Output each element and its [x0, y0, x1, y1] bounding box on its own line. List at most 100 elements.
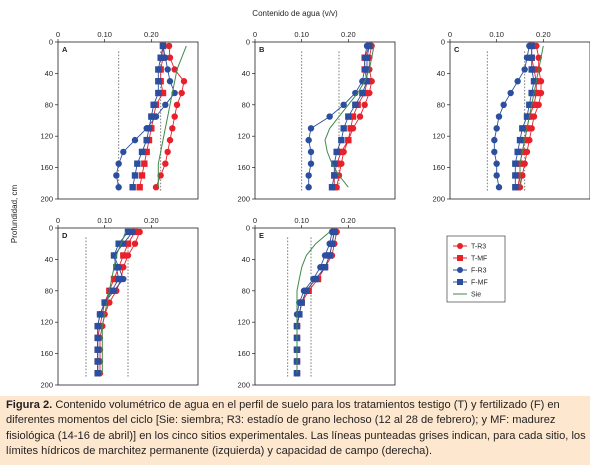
panel-letter: C	[454, 45, 460, 54]
legend-marker	[457, 243, 463, 249]
data-point	[528, 66, 535, 73]
plot-frame	[57, 41, 199, 200]
data-point	[519, 125, 526, 132]
y-tick-label: 160	[237, 163, 250, 172]
data-point	[328, 240, 336, 247]
data-point	[305, 136, 312, 144]
data-point	[115, 275, 122, 283]
series-sie	[324, 45, 375, 188]
data-point	[155, 78, 162, 85]
data-point	[173, 101, 181, 109]
series-t-mf	[331, 42, 373, 191]
data-point	[526, 101, 533, 108]
data-point	[96, 311, 104, 318]
data-point	[101, 299, 108, 306]
series-sie	[296, 231, 331, 374]
data-point	[307, 125, 315, 132]
data-point	[356, 113, 364, 120]
legend-item-t-mf: T-MF	[453, 255, 487, 263]
data-point	[152, 184, 160, 191]
legend: T-R3 T-MF F-R3 F-MF Sie	[446, 235, 506, 303]
data-point	[500, 101, 507, 109]
legend-marker	[457, 279, 463, 285]
legend-box	[446, 235, 506, 303]
data-point	[305, 172, 312, 179]
y-tick-label: 40	[45, 255, 53, 264]
y-tick-label: 80	[45, 100, 53, 109]
data-point	[345, 113, 352, 120]
legend-label: T-R3	[471, 244, 486, 251]
y-tick-label: 0	[246, 224, 250, 233]
panel-b: 0 0.10 0.20 0 40 80 120 160 200 B	[237, 30, 396, 204]
series-f-mf	[512, 42, 538, 191]
panel-letter: B	[259, 45, 265, 54]
data-point	[363, 78, 371, 85]
data-point	[512, 172, 519, 179]
data-point	[333, 148, 340, 156]
y-tick-label: 0	[441, 38, 445, 47]
data-point	[131, 240, 139, 247]
data-point	[326, 113, 333, 120]
data-point	[338, 148, 345, 156]
x-tick-label: 0.10	[489, 30, 504, 39]
data-point	[162, 101, 169, 109]
series-t-r3	[152, 42, 188, 191]
data-point	[312, 275, 319, 283]
y-tick-label: 160	[40, 349, 53, 358]
data-point	[528, 89, 535, 97]
data-point	[110, 275, 118, 283]
data-point	[528, 54, 535, 61]
data-point	[528, 42, 535, 50]
data-point	[305, 184, 312, 191]
data-point	[157, 54, 164, 61]
data-point	[166, 54, 174, 61]
y-tick-label: 120	[40, 132, 53, 141]
y-tick-label: 80	[242, 100, 250, 109]
data-point	[328, 184, 336, 191]
charts-svg: Contenido de agua (v/v) Profundidad, cm …	[10, 9, 590, 390]
data-point	[347, 125, 354, 132]
data-point	[110, 252, 118, 259]
data-point	[171, 113, 178, 120]
data-point	[134, 160, 141, 167]
x-tick-label: 0.20	[341, 30, 356, 39]
panel-e: 0 0.10 0.20 0 40 80 120 160 200 E	[237, 216, 396, 390]
left-axis-title: Profundidad, cm	[10, 185, 19, 244]
data-point	[145, 125, 153, 132]
legend-label: Sie	[471, 292, 481, 299]
y-tick-label: 80	[437, 100, 445, 109]
y-tick-label: 120	[237, 132, 250, 141]
panel-d: 0 0.10 0.20 0 40 80 120 160 200 D	[40, 216, 199, 390]
data-point	[115, 184, 122, 191]
data-point	[495, 113, 503, 120]
caption-text: Contenido volumétrico de agua en el perf…	[6, 399, 586, 458]
data-point	[512, 160, 519, 167]
plot-frame	[57, 227, 199, 386]
data-point	[113, 264, 120, 271]
data-point	[533, 89, 540, 97]
panel-letter: A	[62, 45, 68, 54]
top-axis-title: Contenido de agua (v/v)	[252, 9, 338, 18]
legend-marker	[457, 267, 463, 273]
data-point	[493, 125, 500, 132]
data-point	[131, 172, 139, 179]
data-point	[349, 113, 357, 120]
data-point	[124, 240, 132, 247]
data-point	[331, 172, 338, 179]
data-point	[359, 89, 366, 97]
y-tick-label: 120	[432, 132, 445, 141]
data-point	[180, 78, 188, 85]
data-point	[120, 252, 127, 259]
data-point	[155, 66, 162, 73]
data-point	[165, 42, 173, 50]
data-point	[166, 136, 174, 144]
data-point	[530, 78, 538, 85]
data-point	[345, 136, 352, 144]
data-point	[530, 101, 538, 108]
data-point	[108, 287, 115, 294]
data-point	[307, 148, 315, 156]
y-tick-label: 80	[45, 286, 53, 295]
series-line	[519, 45, 544, 188]
series-sie	[157, 45, 187, 188]
